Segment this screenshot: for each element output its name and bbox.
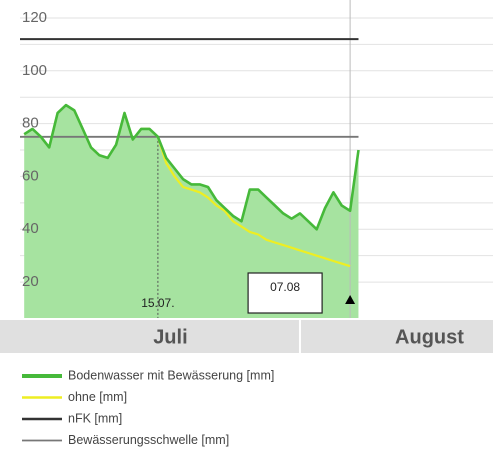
y-tick-label: 40 bbox=[22, 220, 39, 237]
month-label: Juli bbox=[153, 326, 187, 348]
date-label: 15.07. bbox=[141, 296, 174, 310]
y-tick-label: 80 bbox=[22, 115, 39, 132]
y-tick-label: 20 bbox=[22, 273, 39, 290]
month-label: August bbox=[395, 326, 464, 348]
line bbox=[23, 103, 360, 231]
date-box bbox=[247, 272, 323, 314]
y-tick-label: 120 bbox=[22, 9, 47, 26]
legend-label: Bodenwasser mit Bewässerung [mm] bbox=[68, 368, 274, 382]
legend-label: ohne [mm] bbox=[68, 390, 127, 404]
month-bar bbox=[0, 320, 493, 353]
y-tick-label: 100 bbox=[22, 62, 47, 79]
date-box-label: 07.08 bbox=[270, 280, 300, 294]
legend-label: Bewässerungsschwelle [mm] bbox=[68, 433, 229, 447]
date-pointer bbox=[345, 295, 356, 304]
legend-label: nFK [mm] bbox=[68, 411, 122, 425]
y-tick-label: 60 bbox=[22, 167, 39, 184]
